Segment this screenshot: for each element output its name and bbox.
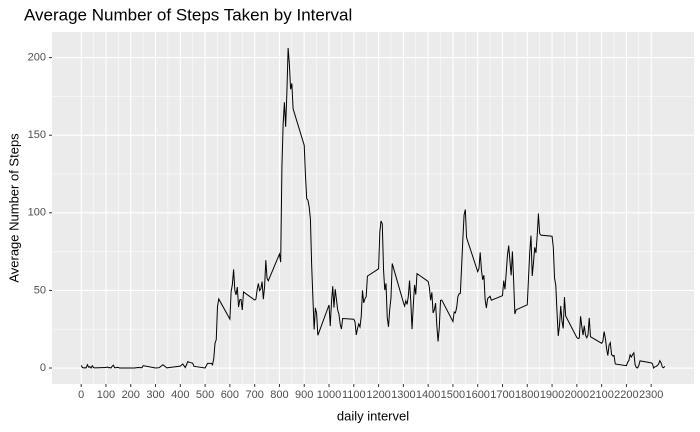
x-tick-label: 1000 [317, 389, 341, 401]
plot-panel [52, 32, 694, 384]
y-tick-label: 0 [40, 362, 46, 374]
x-tick-label: 400 [171, 389, 189, 401]
x-tick-label: 1400 [416, 389, 440, 401]
x-tick-label: 900 [295, 389, 313, 401]
x-tick-label: 2100 [589, 389, 613, 401]
x-tick-label: 700 [245, 389, 263, 401]
x-tick-label: 2000 [565, 389, 589, 401]
x-tick-label: 800 [270, 389, 288, 401]
x-tick-label: 100 [97, 389, 115, 401]
x-tick-label: 2200 [614, 389, 638, 401]
x-tick-label: 1700 [490, 389, 514, 401]
x-tick-label: 1800 [515, 389, 539, 401]
x-tick-label: 1100 [342, 389, 366, 401]
x-tick-label: 600 [221, 389, 239, 401]
x-tick-label: 300 [146, 389, 164, 401]
y-axis-title: Average Number of Steps [6, 133, 21, 283]
x-tick-label: 1300 [391, 389, 415, 401]
x-tick-label: 200 [122, 389, 140, 401]
x-tick-label: 1600 [465, 389, 489, 401]
x-tick-label: 0 [78, 389, 84, 401]
x-tick-label: 1200 [366, 389, 390, 401]
x-axis-title: daily intervel [337, 408, 409, 423]
data-line [80, 47, 666, 369]
x-tick-label: 1500 [441, 389, 465, 401]
chart-title: Average Number of Steps Taken by Interva… [24, 5, 352, 24]
x-tick-label: 500 [196, 389, 214, 401]
y-tick-label: 200 [28, 52, 46, 64]
x-tick-label: 2300 [639, 389, 663, 401]
y-tick-label: 50 [34, 284, 46, 296]
x-tick-label: 1900 [540, 389, 564, 401]
y-tick-label: 150 [28, 129, 46, 141]
y-tick-label: 100 [28, 207, 46, 219]
